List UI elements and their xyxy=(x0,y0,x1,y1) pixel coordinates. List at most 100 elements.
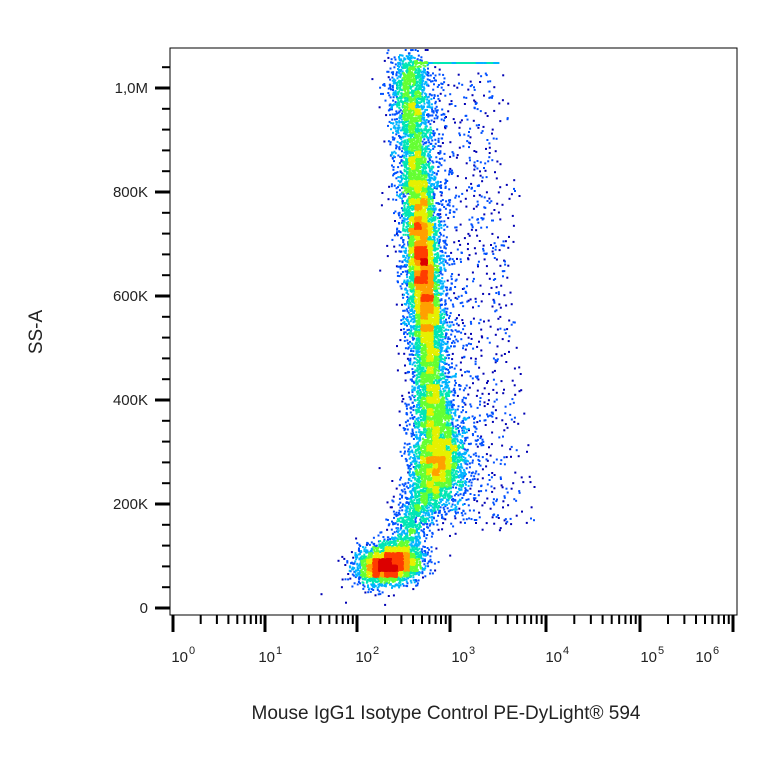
event-dot xyxy=(472,434,474,437)
event-dot xyxy=(444,378,447,381)
event-dot xyxy=(448,315,451,318)
event-dot xyxy=(471,415,474,418)
event-dot xyxy=(447,494,449,497)
event-dot xyxy=(404,457,407,460)
event-dot xyxy=(403,303,406,305)
event-dot xyxy=(391,152,394,155)
event-dot xyxy=(403,579,406,581)
event-dot xyxy=(376,586,379,589)
event-dot xyxy=(465,481,468,484)
event-dot xyxy=(417,390,419,393)
event-dot xyxy=(489,80,492,83)
event-dot xyxy=(451,358,454,361)
event-dot xyxy=(401,118,404,121)
event-dot xyxy=(413,361,416,364)
event-dot xyxy=(414,482,417,485)
event-dot xyxy=(395,144,398,147)
event-dot xyxy=(388,104,391,107)
event-dot xyxy=(480,490,483,493)
event-dot xyxy=(407,481,410,484)
event-dot xyxy=(473,150,476,152)
event-dot xyxy=(422,517,425,520)
event-dot xyxy=(462,483,465,486)
event-dot xyxy=(422,111,425,114)
event-dot xyxy=(396,274,399,277)
event-dot xyxy=(490,286,493,289)
event-dot xyxy=(439,191,442,193)
event-dot xyxy=(441,292,444,295)
event-dot xyxy=(398,106,401,109)
event-dot xyxy=(404,347,407,350)
event-dot xyxy=(356,566,359,569)
event-dot xyxy=(488,293,491,296)
event-dot xyxy=(407,487,410,490)
event-dot xyxy=(499,163,502,166)
event-dot xyxy=(431,220,434,223)
event-dot xyxy=(471,433,474,435)
event-dot xyxy=(492,501,495,504)
event-dot xyxy=(400,143,403,146)
event-dot xyxy=(421,130,424,133)
event-dot xyxy=(438,240,441,243)
event-dot xyxy=(451,169,453,172)
event-dot xyxy=(409,288,412,291)
event-dot xyxy=(449,409,452,412)
event-dot xyxy=(438,492,441,495)
event-dot xyxy=(448,188,451,191)
event-dot xyxy=(418,356,421,359)
event-dot xyxy=(360,550,363,553)
event-dot xyxy=(415,540,418,543)
event-dot xyxy=(449,366,452,369)
event-dot xyxy=(405,142,408,145)
event-dot xyxy=(401,184,404,187)
event-dot xyxy=(415,425,418,428)
event-dot xyxy=(503,294,506,297)
event-dot xyxy=(424,133,427,136)
event-dot xyxy=(474,357,477,360)
event-dot xyxy=(379,544,382,547)
event-dot xyxy=(499,186,502,189)
event-dot xyxy=(417,501,419,504)
event-dot xyxy=(407,217,409,220)
event-dot xyxy=(403,219,406,222)
event-dot xyxy=(452,408,455,411)
event-dot xyxy=(463,237,466,240)
event-dot xyxy=(495,515,498,518)
event-dot xyxy=(394,522,397,525)
event-dot xyxy=(424,108,427,111)
event-dot xyxy=(478,366,481,369)
event-dot xyxy=(448,502,451,505)
event-dot xyxy=(407,241,410,244)
event-dot xyxy=(396,130,399,133)
event-dot xyxy=(428,167,431,170)
event-dot xyxy=(431,511,434,514)
event-dot xyxy=(387,109,390,112)
event-dot xyxy=(395,542,398,545)
event-dot xyxy=(460,260,462,263)
event-dot xyxy=(405,208,408,211)
event-dot xyxy=(406,151,409,154)
event-dot xyxy=(411,336,414,339)
event-dot xyxy=(389,538,392,541)
event-dot xyxy=(415,418,418,421)
event-dot xyxy=(460,294,463,297)
event-dot xyxy=(398,222,401,225)
event-dot xyxy=(423,75,426,78)
event-dot xyxy=(439,250,442,253)
event-dot xyxy=(354,556,357,558)
event-dot xyxy=(499,527,502,530)
event-dot xyxy=(485,458,488,461)
event-dot xyxy=(414,357,417,360)
event-dot xyxy=(465,96,468,99)
event-dot xyxy=(435,111,438,114)
event-dot xyxy=(446,378,449,381)
event-dot xyxy=(442,260,444,263)
event-dot xyxy=(472,277,475,280)
event-dot xyxy=(447,499,450,501)
event-dot xyxy=(463,503,466,505)
event-dot xyxy=(445,125,448,128)
event-dot xyxy=(467,342,470,345)
event-dot xyxy=(441,377,444,380)
event-dot xyxy=(432,184,435,187)
event-dot xyxy=(438,363,441,366)
